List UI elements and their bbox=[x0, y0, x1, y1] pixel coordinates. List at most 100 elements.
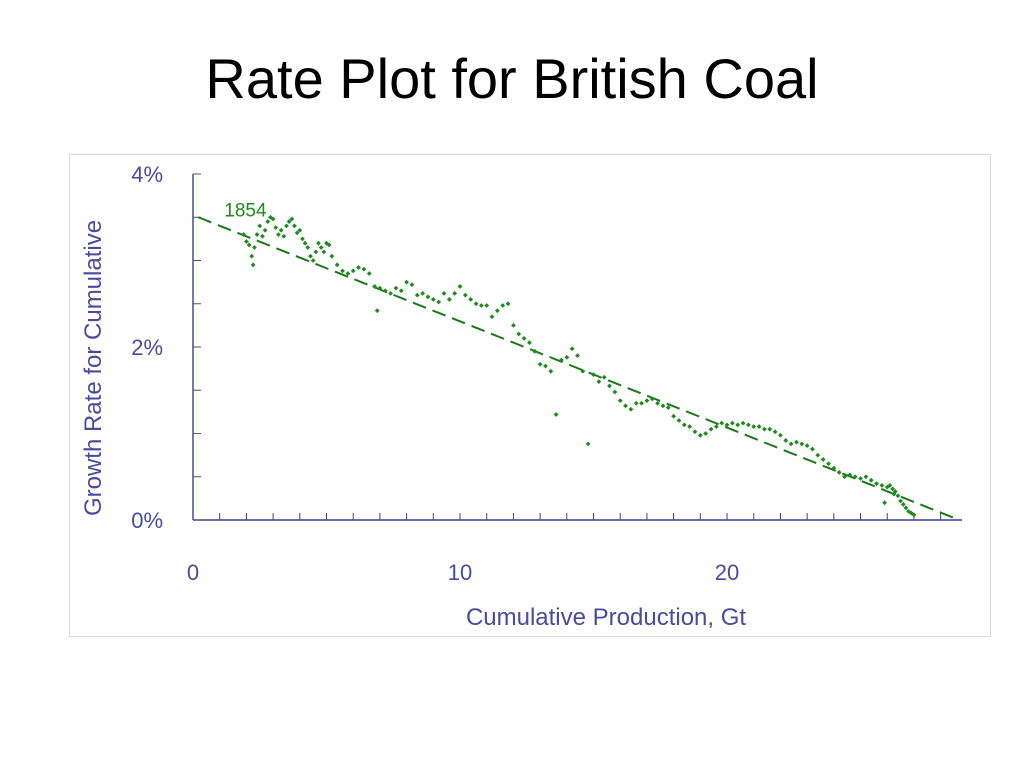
data-point bbox=[246, 242, 252, 248]
data-point bbox=[639, 400, 644, 406]
data-point bbox=[890, 486, 895, 492]
data-point bbox=[601, 374, 607, 380]
data-point bbox=[804, 443, 810, 449]
data-point bbox=[900, 502, 906, 507]
data-point bbox=[302, 240, 308, 246]
data-point bbox=[783, 438, 789, 443]
data-point bbox=[882, 500, 887, 506]
data-point bbox=[788, 441, 794, 447]
data-point bbox=[321, 249, 327, 255]
data-point bbox=[633, 400, 639, 406]
y-tick-label: 2% bbox=[131, 335, 163, 360]
data-point bbox=[286, 219, 292, 224]
data-point bbox=[252, 245, 257, 250]
data-point bbox=[366, 271, 372, 276]
data-point bbox=[249, 253, 255, 259]
data-point bbox=[612, 389, 618, 395]
data-point bbox=[300, 236, 305, 242]
data-point bbox=[745, 422, 751, 428]
data-point bbox=[564, 354, 570, 360]
data-point bbox=[340, 268, 345, 274]
data-point bbox=[250, 262, 256, 268]
x-tick-label: 20 bbox=[715, 560, 739, 585]
data-point bbox=[559, 357, 564, 363]
data-point bbox=[414, 292, 420, 298]
data-point bbox=[308, 253, 313, 259]
data-point bbox=[617, 398, 623, 404]
data-point bbox=[500, 303, 506, 308]
data-point bbox=[891, 491, 897, 497]
data-point bbox=[284, 223, 289, 229]
chart-axes bbox=[192, 174, 962, 521]
data-point bbox=[404, 279, 410, 285]
data-point bbox=[903, 505, 909, 511]
data-point bbox=[575, 353, 580, 359]
x-tick-label: 10 bbox=[448, 560, 472, 585]
data-point bbox=[660, 403, 666, 409]
data-point bbox=[826, 461, 831, 467]
data-point bbox=[281, 233, 287, 239]
data-point bbox=[276, 232, 281, 237]
data-point bbox=[879, 483, 885, 488]
data-point bbox=[697, 432, 703, 438]
data-point bbox=[735, 422, 741, 428]
data-point bbox=[273, 225, 279, 231]
data-point bbox=[863, 474, 869, 480]
data-point bbox=[305, 245, 311, 250]
data-point bbox=[858, 476, 863, 481]
data-point bbox=[831, 465, 837, 471]
data-point bbox=[241, 232, 247, 237]
data-point bbox=[494, 308, 500, 314]
data-point bbox=[623, 403, 628, 409]
data-point bbox=[326, 242, 332, 248]
data-point bbox=[489, 314, 495, 320]
data-point bbox=[887, 483, 893, 488]
data-point bbox=[505, 301, 511, 307]
data-point bbox=[468, 297, 474, 302]
data-point bbox=[420, 290, 426, 296]
data-point bbox=[278, 227, 284, 233]
data-point bbox=[382, 288, 388, 294]
y-tick-label: 4% bbox=[131, 162, 163, 187]
data-point bbox=[262, 227, 268, 233]
data-point bbox=[874, 481, 879, 487]
data-point bbox=[292, 223, 297, 229]
data-point bbox=[644, 398, 650, 404]
data-point bbox=[537, 361, 543, 367]
data-point bbox=[740, 420, 746, 426]
data-point bbox=[372, 284, 377, 289]
data-point bbox=[895, 493, 901, 499]
data-point bbox=[268, 214, 273, 220]
data-point bbox=[778, 432, 783, 438]
data-point bbox=[374, 308, 380, 314]
data-point bbox=[457, 284, 463, 289]
data-point bbox=[377, 285, 383, 291]
data-point bbox=[724, 422, 730, 428]
annotation-label: 1854 bbox=[224, 201, 267, 222]
data-point bbox=[548, 368, 554, 374]
data-point bbox=[345, 271, 351, 276]
data-point bbox=[815, 452, 821, 458]
data-point bbox=[297, 227, 303, 233]
data-point bbox=[446, 297, 452, 302]
data-point bbox=[884, 484, 890, 490]
data-point bbox=[265, 219, 271, 224]
data-point bbox=[393, 285, 399, 291]
data-point bbox=[655, 400, 661, 406]
data-point bbox=[388, 290, 393, 296]
data-point bbox=[847, 472, 853, 478]
data-point bbox=[478, 303, 484, 308]
data-point bbox=[842, 474, 847, 480]
x-axis-title: Cumulative Production, Gt bbox=[466, 604, 746, 631]
data-point bbox=[767, 426, 773, 432]
data-point bbox=[713, 424, 719, 429]
data-point bbox=[462, 292, 468, 298]
data-point bbox=[719, 420, 725, 426]
data-point bbox=[329, 253, 335, 259]
trend-line-group bbox=[197, 216, 960, 521]
data-point bbox=[810, 446, 815, 452]
data-point bbox=[852, 474, 858, 480]
data-point bbox=[361, 266, 367, 272]
data-point bbox=[441, 290, 447, 296]
data-point bbox=[511, 322, 516, 328]
